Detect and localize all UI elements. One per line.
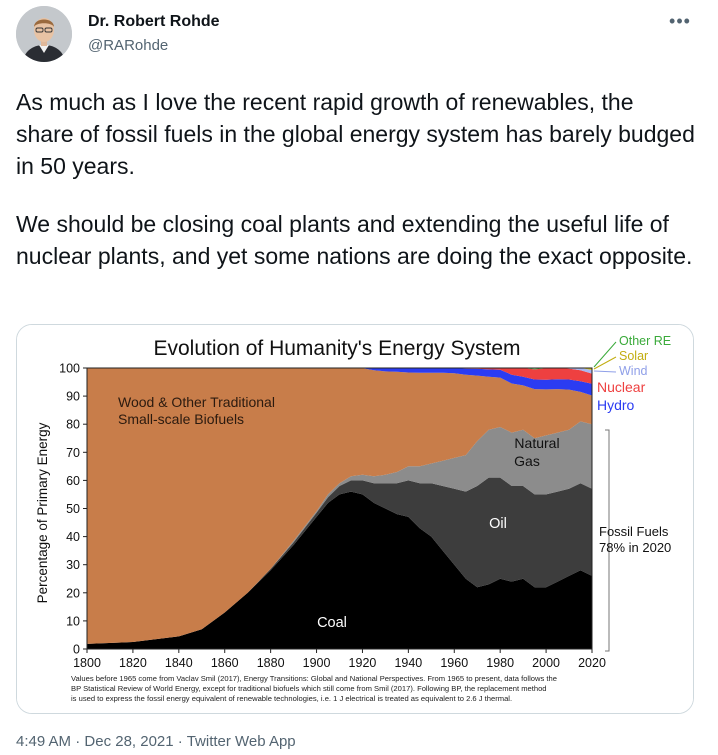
legend-solar: Solar xyxy=(619,349,648,363)
y-tick-label: 40 xyxy=(66,530,80,544)
x-tick-label: 1900 xyxy=(303,656,331,670)
x-tick-label: 1940 xyxy=(394,656,422,670)
y-tick-label: 60 xyxy=(66,474,80,488)
y-tick-label: 50 xyxy=(66,502,80,516)
energy-chart: Evolution of Humanity's Energy System Pe… xyxy=(17,325,693,713)
x-tick-label: 1840 xyxy=(165,656,193,670)
area-label-biofuels: Small-scale Biofuels xyxy=(118,411,244,427)
area-label-gas: Natural xyxy=(514,435,559,451)
tweet-paragraph: We should be closing coal plants and ext… xyxy=(16,211,693,269)
fossil-bracket xyxy=(605,429,610,652)
x-tick-label: 1880 xyxy=(257,656,285,670)
x-tick-label: 1960 xyxy=(440,656,468,670)
legend-other-re: Other RE xyxy=(619,334,671,348)
area-biofuels xyxy=(87,368,592,644)
tweet-image[interactable]: Evolution of Humanity's Energy System Pe… xyxy=(16,324,694,714)
area-nuclear xyxy=(87,368,592,384)
avatar[interactable] xyxy=(16,6,72,62)
area-label-gas: Gas xyxy=(514,453,540,469)
meta-separator: · xyxy=(75,733,81,750)
legend-nuclear: Nuclear xyxy=(597,379,646,395)
meta-separator: · xyxy=(177,733,183,750)
legend-wind: Wind xyxy=(619,364,648,378)
tweet-source[interactable]: Twitter Web App xyxy=(186,733,296,750)
chart-footnote: Values before 1965 come from Vaclav Smil… xyxy=(71,674,557,683)
author-handle[interactable]: @RARohde xyxy=(88,37,169,54)
x-tick-label: 1800 xyxy=(73,656,101,670)
area-label-coal: Coal xyxy=(317,615,347,631)
y-tick-label: 100 xyxy=(59,362,80,376)
tweet-paragraph: As much as I love the recent rapid growt… xyxy=(16,89,695,179)
area-oil xyxy=(87,477,592,644)
area-gas xyxy=(87,421,592,644)
y-axis-label: Percentage of Primary Energy xyxy=(35,422,50,603)
fossil-note: Fossil Fuels xyxy=(599,524,669,539)
fossil-note: 78% in 2020 xyxy=(599,540,671,555)
x-tick-label: 1920 xyxy=(349,656,377,670)
tweet-text: As much as I love the recent rapid growt… xyxy=(16,86,696,272)
y-tick-label: 20 xyxy=(66,586,80,600)
chart-footnote: BP Statistical Review of World Energy, e… xyxy=(71,684,547,693)
tweet-meta: 4:49 AM · Dec 28, 2021 · Twitter Web App xyxy=(16,733,296,750)
tweet-time[interactable]: 4:49 AM xyxy=(16,733,72,750)
x-tick-label: 1980 xyxy=(486,656,514,670)
tweet-date[interactable]: Dec 28, 2021 xyxy=(84,733,174,750)
y-tick-label: 70 xyxy=(66,446,80,460)
area-label-oil: Oil xyxy=(489,516,507,532)
chart-axes: 0 10 20 30 40 50 60 70 80 90 100 1800 1820 1840 1860 18… xyxy=(59,362,606,671)
x-tick-label: 2000 xyxy=(532,656,560,670)
chart-title: Evolution of Humanity's Energy System xyxy=(154,337,521,360)
author-block: Dr. Robert Rohde @RARohde xyxy=(88,12,220,56)
y-tick-label: 80 xyxy=(66,418,80,432)
author-name[interactable]: Dr. Robert Rohde xyxy=(88,13,220,30)
y-tick-label: 30 xyxy=(66,558,80,572)
y-tick-label: 10 xyxy=(66,614,80,628)
more-horizontal-icon[interactable]: ••• xyxy=(669,11,691,31)
x-tick-label: 2020 xyxy=(578,656,606,670)
legend-leader-solar xyxy=(593,356,617,370)
y-tick-label: 0 xyxy=(73,643,80,657)
y-tick-label: 90 xyxy=(66,390,80,404)
chart-legend: Other RE Solar Wind Nuclear Hydro xyxy=(593,334,671,413)
legend-leader-other-re xyxy=(593,341,617,368)
legend-leader-wind xyxy=(593,370,617,373)
chart-areas xyxy=(87,368,592,649)
chart-footnote: is used to express the fossil energy equ… xyxy=(71,694,512,703)
legend-hydro: Hydro xyxy=(597,397,635,413)
x-tick-label: 1860 xyxy=(211,656,239,670)
area-label-biofuels: Wood & Other Traditional xyxy=(118,394,275,410)
area-coal xyxy=(87,491,592,649)
x-tick-label: 1820 xyxy=(119,656,147,670)
